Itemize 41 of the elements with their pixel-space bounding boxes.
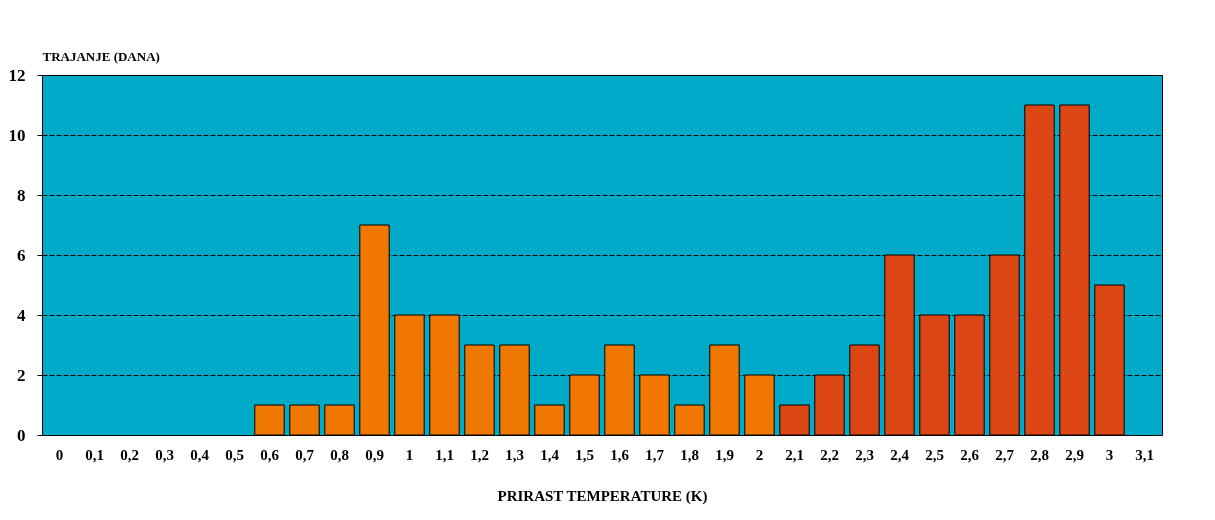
y-tick-label: 10 (8, 125, 26, 145)
y-tick-label: 4 (17, 305, 26, 325)
x-tick-label: 1,3 (505, 446, 524, 463)
x-tick-label: 0,5 (225, 446, 244, 463)
x-axis-title: PRIRAST TEMPERATURE (K) (497, 487, 708, 505)
x-tick-label: 2,1 (785, 446, 804, 463)
x-tick-label: 1,6 (610, 446, 630, 463)
x-tick-label: 2,9 (1065, 446, 1084, 463)
y-tick-label: 6 (17, 245, 26, 265)
x-tick-label: 2,6 (960, 446, 980, 463)
x-tick-label: 0,3 (155, 446, 174, 463)
y-axis-title: TRAJANJE (DANA) (42, 48, 160, 64)
x-tick-label: 1,4 (540, 446, 560, 463)
x-tick-label: 2,8 (1030, 446, 1049, 463)
x-tick-label: 1,2 (470, 446, 489, 463)
x-tick-label: 2,7 (995, 446, 1015, 463)
x-tick-label: 0,2 (120, 446, 139, 463)
x-tick-label: 1 (405, 446, 414, 463)
x-tick-label: 1,5 (575, 446, 594, 463)
x-tick-label: 0,7 (295, 446, 315, 463)
x-tick-label: 1,9 (715, 446, 734, 463)
x-tick-label: 0 (55, 446, 64, 463)
x-tick-label: 1,8 (680, 446, 699, 463)
x-tick-label: 0,9 (365, 446, 384, 463)
x-tick-label: 0,8 (330, 446, 349, 463)
x-tick-label: 0,4 (190, 446, 210, 463)
x-tick-label: 3 (1105, 446, 1114, 463)
y-tick-label: 2 (17, 365, 26, 385)
x-tick-label: 2,2 (820, 446, 839, 463)
y-tick-label: 12 (8, 65, 26, 85)
x-tick-label: 2,3 (855, 446, 874, 463)
y-tick-label: 8 (17, 185, 26, 205)
x-tick-label: 2,5 (925, 446, 944, 463)
x-tick-label: 0,1 (85, 446, 104, 463)
x-tick-label: 2,4 (890, 446, 910, 463)
x-tick-label: 0,6 (260, 446, 280, 463)
x-tick-label: 2 (755, 446, 764, 463)
y-tick-label: 0 (17, 425, 26, 445)
x-tick-label: 1,7 (645, 446, 665, 463)
x-tick-label: 3,1 (1135, 446, 1154, 463)
x-tick-label: 1,1 (435, 446, 454, 463)
